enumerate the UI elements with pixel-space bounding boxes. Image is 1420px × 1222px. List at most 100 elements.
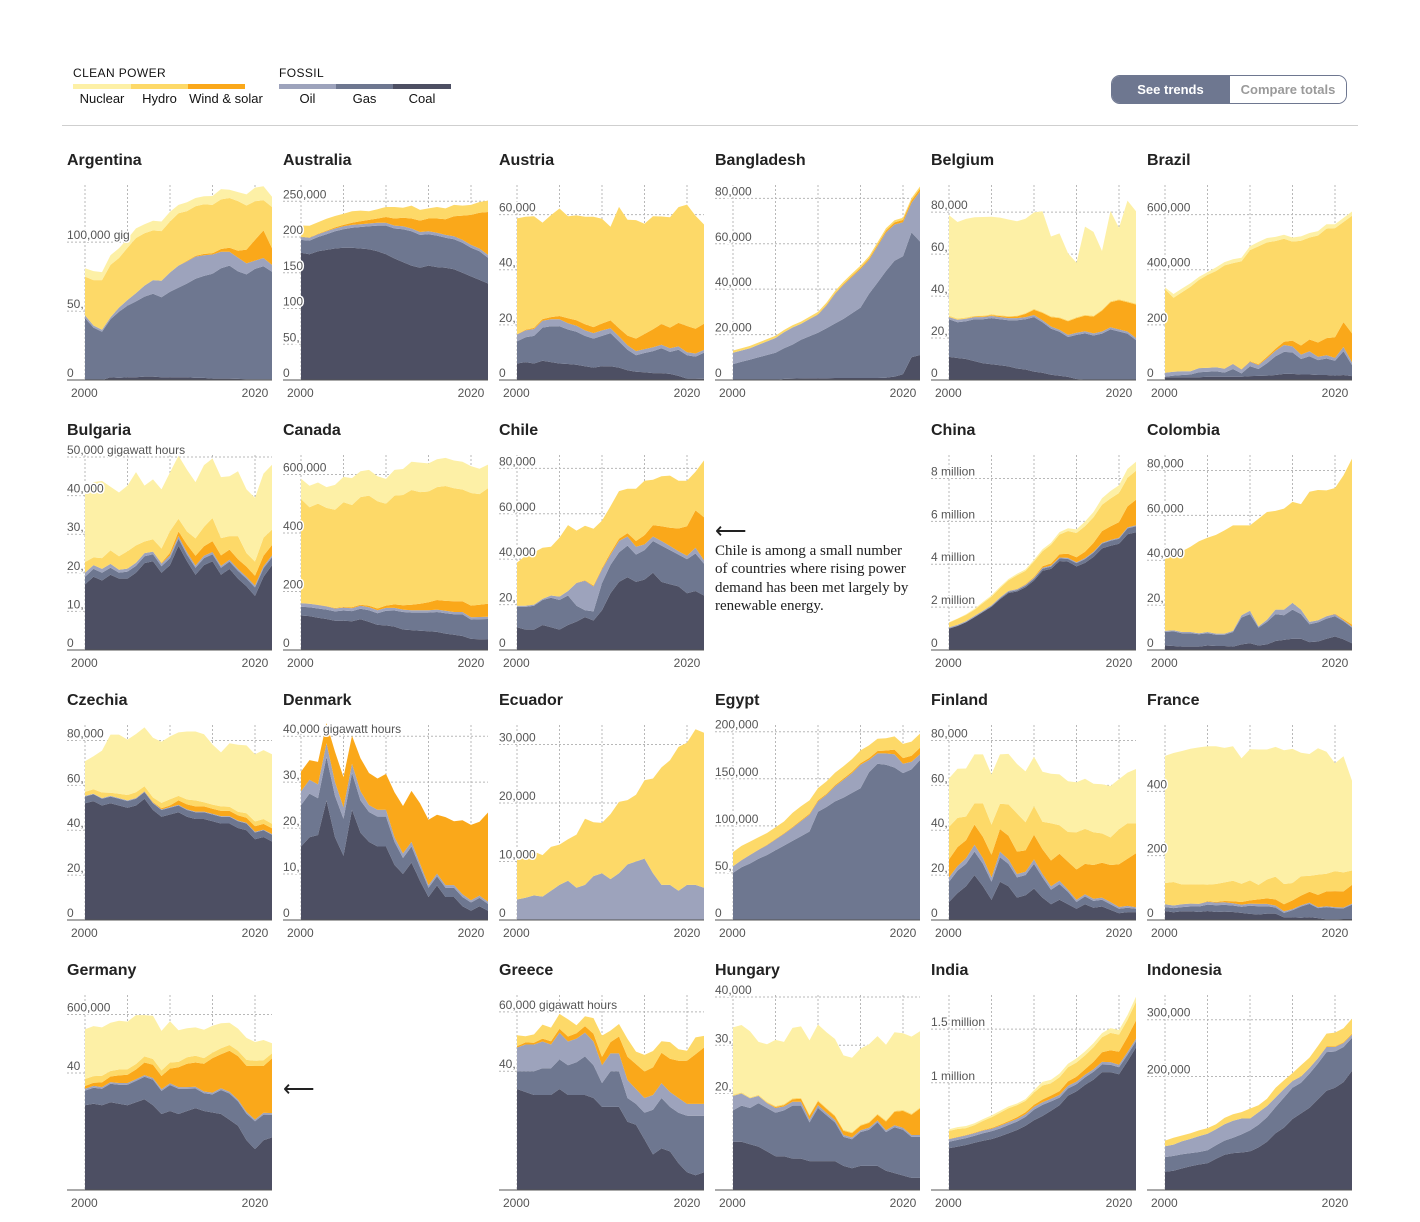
y-tick-label: 0: [67, 636, 74, 650]
y-tick-label: 20,: [499, 311, 516, 325]
y-tick-label: 0: [931, 366, 938, 380]
oil-area: [517, 1032, 704, 1116]
y-tick-label: 400: [1147, 777, 1167, 791]
y-tick-label: 0: [1147, 906, 1154, 920]
y-tick-label: 40,000 gigawatt hours: [283, 722, 401, 736]
y-tick-label: 600,000: [1147, 201, 1191, 215]
panel-title: Canada: [283, 422, 341, 439]
oil-area: [517, 319, 704, 357]
y-tick-label: 200: [1147, 311, 1167, 325]
area-chart: 40 600,000 2000 2020: [66, 995, 272, 1210]
x-tick-label: 2020: [674, 926, 701, 940]
hydro-area: [517, 460, 704, 606]
y-tick-label: 0: [1147, 366, 1154, 380]
hydro-swatch: [131, 84, 188, 89]
x-tick-label: 2020: [242, 656, 269, 670]
panel-title: Australia: [283, 152, 352, 169]
area-chart: 0 50, 100,000 gig 2000 2020: [66, 185, 272, 400]
area-chart: 0 10,000 20,000 30,000 2000 2020: [498, 725, 704, 940]
x-tick-label: 2020: [242, 386, 269, 400]
x-tick-label: 2000: [71, 386, 98, 400]
coal-area: [949, 356, 1136, 380]
y-tick-label: 80,000: [499, 454, 536, 468]
chart-panel-denmark: 0 10, 20, 30, 40,000 gigawatt hours 2000 2020 D…: [282, 692, 495, 952]
y-tick-label: 20,000: [715, 321, 752, 335]
chart-panel-germany: 40 600,000 2000 2020 Germany: [66, 962, 279, 1222]
panel-title: Ecuador: [499, 692, 564, 709]
left-arrow-icon: ⟵: [283, 1076, 315, 1101]
chart-panel-brazil: 0 200 400,000 600,000 2000 2020 Brazil: [1146, 152, 1359, 412]
oil-label: Oil: [299, 91, 316, 106]
y-tick-label: 80,000: [931, 198, 968, 212]
area-chart: 0 20, 40, 60, 80,000 2000 2020: [930, 725, 1136, 940]
y-tick-label: 150: [283, 259, 303, 273]
see-trends-button[interactable]: See trends: [1112, 76, 1229, 103]
coal-area: [85, 798, 272, 920]
x-tick-label: 2000: [71, 1196, 98, 1210]
y-tick-label: 6 million: [931, 507, 975, 521]
panel-title: France: [1147, 692, 1200, 709]
view-toggle[interactable]: See trends Compare totals: [1111, 75, 1347, 104]
clean-power-label: CLEAN POWER: [73, 66, 167, 80]
compare-totals-button[interactable]: Compare totals: [1229, 76, 1346, 103]
chart-panel-argentina: 0 50, 100,000 gig 2000 2020 Argentina: [66, 152, 279, 412]
panel-title: Colombia: [1147, 422, 1220, 439]
area-chart: 0 2 million 4 million 6 million 8 million 200…: [930, 455, 1136, 670]
x-tick-label: 2000: [71, 656, 98, 670]
x-tick-label: 2000: [503, 386, 530, 400]
y-tick-label: 80,000: [715, 184, 752, 198]
hydro-area: [85, 1045, 272, 1086]
gas-swatch: [336, 84, 393, 89]
panel-title: Belgium: [931, 152, 995, 169]
y-tick-label: 600,000: [67, 1001, 111, 1015]
gas-area: [301, 756, 488, 911]
y-tick-label: 300,000: [1147, 1006, 1191, 1020]
clean-power-group: CLEAN POWER Nuclear Hydro Wind & solar: [73, 66, 263, 106]
windsolar-area: [517, 1026, 704, 1104]
oil-area: [517, 536, 704, 612]
panel-title: Chile: [499, 422, 539, 439]
hydro-area: [949, 299, 1136, 322]
y-tick-label: 40,: [499, 1057, 516, 1071]
x-tick-label: 2020: [458, 386, 485, 400]
y-tick-label: 200,000: [1147, 1062, 1191, 1076]
coal-area: [949, 532, 1136, 650]
gas-area: [949, 851, 1136, 914]
windsolar-area: [301, 723, 488, 902]
y-tick-label: 60,000: [1147, 501, 1184, 515]
y-tick-label: 0: [283, 906, 290, 920]
area-chart: 0 200 400 2000 2020: [1146, 725, 1352, 940]
hydro-area: [85, 518, 272, 576]
gas-area: [85, 792, 272, 842]
coal-label: Coal: [408, 91, 436, 106]
x-tick-label: 2020: [1322, 926, 1349, 940]
panel-title: Brazil: [1147, 152, 1191, 169]
chart-panel-greece: 40, 60,000 gigawatt hours 2000 2020 Greece: [498, 962, 711, 1222]
area-chart: 0 200 400 600,000 2000 2020: [282, 455, 488, 670]
nuclear-area: [85, 727, 272, 824]
coal-area: [301, 247, 488, 380]
coal-area: [301, 615, 488, 650]
y-tick-label: 0: [931, 636, 938, 650]
hydro-area: [1165, 870, 1352, 906]
chart-panel-indonesia: 200,000 300,000 2000 2020 Indonesia: [1146, 962, 1359, 1222]
gas-area: [949, 317, 1136, 380]
area-chart: 0 20, 40, 60, 80,000 2000 2020: [930, 185, 1136, 400]
hydro-area: [301, 486, 488, 609]
x-tick-label: 2020: [1106, 386, 1133, 400]
x-tick-label: 2020: [674, 1196, 701, 1210]
hydro-area: [1165, 215, 1352, 373]
area-chart: 0 20, 40, 60,000 2000 2020: [498, 185, 704, 400]
wind-solar-label: Wind & solar: [189, 91, 263, 106]
coal-area: [1165, 911, 1352, 920]
nuclear-area: [301, 457, 488, 510]
y-tick-label: 4 million: [931, 550, 975, 564]
coal-area: [85, 545, 272, 650]
x-tick-label: 2000: [503, 1196, 530, 1210]
chart-panel-hungary: 20, 30, 40,000 2000 2020 Hungary: [714, 962, 927, 1222]
y-tick-label: 0: [1147, 636, 1154, 650]
y-tick-label: 250,000: [283, 187, 327, 201]
y-tick-label: 400,000: [1147, 256, 1191, 270]
area-chart: 40, 60,000 gigawatt hours 2000 2020: [498, 995, 704, 1210]
x-tick-label: 2000: [719, 1196, 746, 1210]
